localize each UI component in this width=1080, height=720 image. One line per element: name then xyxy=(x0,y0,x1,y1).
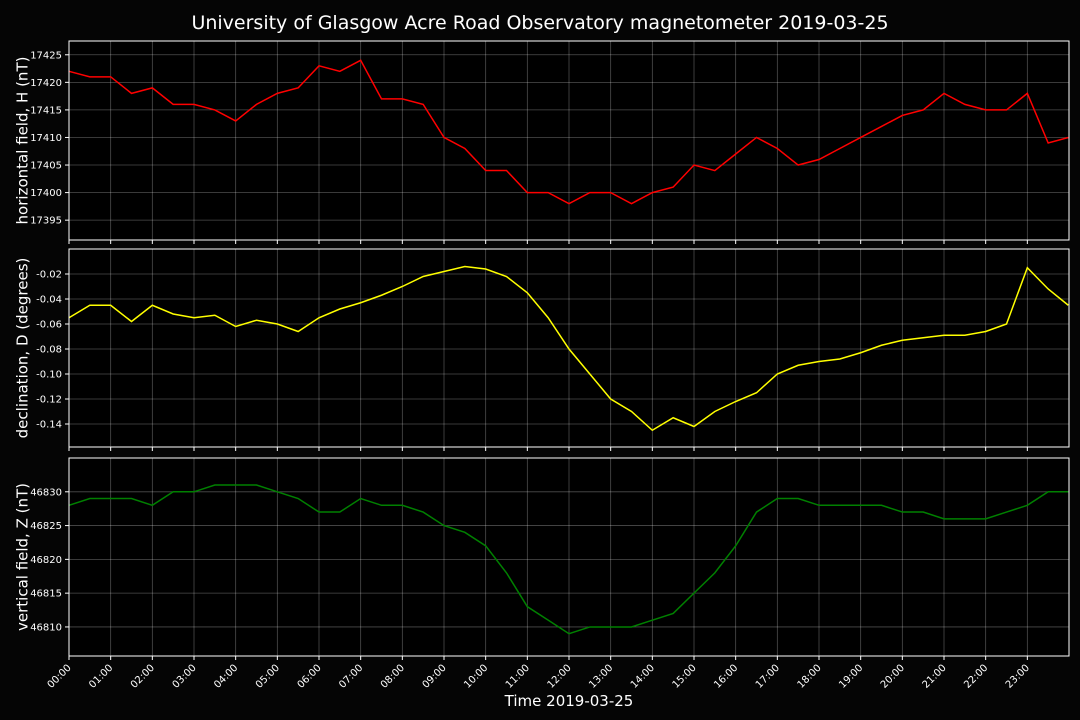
plot-area xyxy=(69,458,1069,656)
y-tick-label: 46815 xyxy=(30,589,62,600)
y-tick-label: 17415 xyxy=(30,105,62,116)
y-tick-label: -0.08 xyxy=(36,345,62,356)
y-tick-label: 17405 xyxy=(30,161,62,172)
data-line xyxy=(68,265,1069,432)
y-axis-label: horizontal field, H (nT) xyxy=(14,57,32,225)
axes-frame xyxy=(68,457,1070,657)
y-axis-label: declination, D (degrees) xyxy=(14,258,32,439)
y-tick-label: 46825 xyxy=(30,521,62,532)
y-tick-label: -0.04 xyxy=(36,295,62,306)
y-axis-label: vertical field, Z (nT) xyxy=(14,483,32,631)
y-tick-label: 17410 xyxy=(30,133,62,144)
y-tick-label: 46820 xyxy=(30,555,62,566)
data-line xyxy=(68,484,1069,635)
y-tick-label: -0.12 xyxy=(36,395,62,406)
y-tick-label: 46830 xyxy=(30,487,62,498)
data-line xyxy=(68,59,1069,205)
y-tick-label: 46810 xyxy=(30,622,62,633)
chart-title: University of Glasgow Acre Road Observat… xyxy=(191,12,888,34)
y-tick-label: -0.14 xyxy=(36,420,62,431)
y-tick-label: 17395 xyxy=(30,216,62,227)
y-tick-label: -0.02 xyxy=(36,270,62,281)
x-axis-label: Time 2019-03-25 xyxy=(504,692,634,710)
y-tick-label: -0.06 xyxy=(36,320,62,331)
y-tick-label: 17425 xyxy=(30,50,62,61)
axes-frame xyxy=(68,248,1070,448)
y-tick-label: 17400 xyxy=(30,188,62,199)
y-tick-label: -0.10 xyxy=(36,370,62,381)
plot-area xyxy=(69,41,1069,240)
axes-frame xyxy=(68,40,1070,241)
y-tick-label: 17420 xyxy=(30,78,62,89)
